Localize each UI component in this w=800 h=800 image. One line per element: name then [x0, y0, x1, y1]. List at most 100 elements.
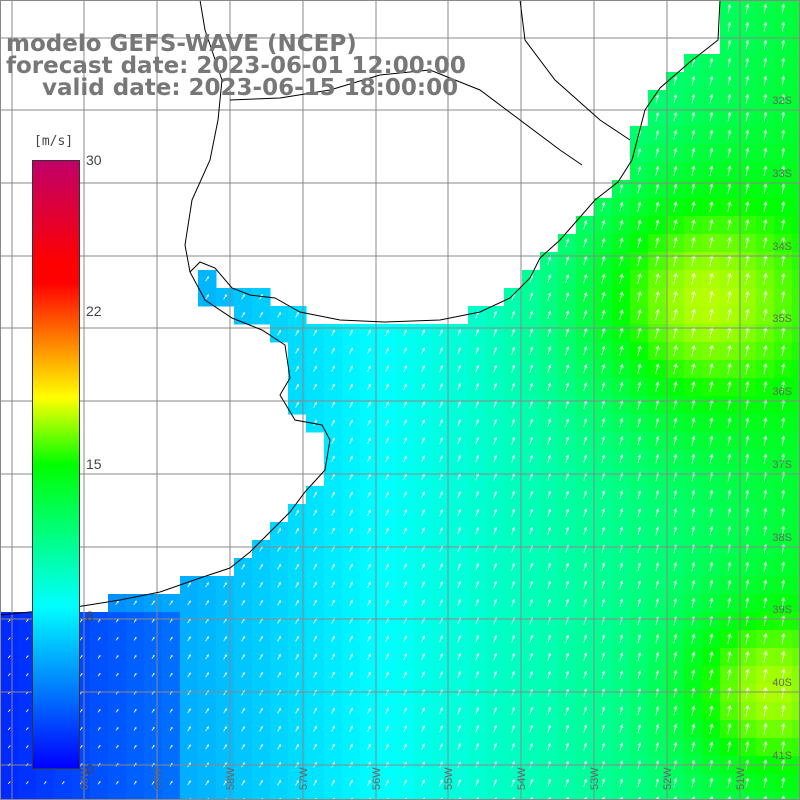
wind-arrow: [655, 580, 660, 590]
wind-arrow: [601, 742, 606, 752]
wind-arrow: [7, 781, 11, 785]
wind-cell: [792, 648, 800, 667]
wind-arrow: [763, 704, 768, 717]
wind-arrow: [655, 526, 660, 536]
wind-cell: [792, 702, 800, 721]
wind-arrow: [565, 364, 570, 374]
wind-arrow: [547, 706, 552, 715]
wind-arrow: [511, 454, 516, 463]
wind-arrow: [583, 634, 588, 643]
wind-arrow: [529, 580, 534, 589]
wind-arrow: [637, 273, 642, 285]
wind-arrow: [655, 165, 660, 176]
wind-arrow: [349, 527, 353, 534]
wind-arrow: [439, 689, 443, 697]
wind-arrow: [745, 165, 750, 176]
wind-arrow: [655, 687, 660, 698]
wind-arrow: [745, 183, 750, 194]
wind-arrow: [673, 201, 678, 212]
wind-cell: [612, 792, 631, 800]
wind-cell: [18, 792, 37, 800]
wind-cell: [90, 792, 109, 800]
wind-arrow: [763, 57, 768, 68]
wind-arrow: [79, 673, 83, 677]
wind-arrow: [673, 75, 678, 86]
wind-arrow: [583, 255, 588, 266]
wind-arrow: [763, 650, 768, 663]
wind-arrow: [259, 743, 263, 750]
wind-arrow: [727, 489, 732, 500]
wind-arrow: [133, 672, 137, 677]
wind-arrow: [655, 308, 660, 321]
wind-arrow: [475, 634, 479, 643]
wind-arrow: [349, 491, 353, 498]
wind-arrow: [565, 580, 570, 589]
wind-arrow: [709, 129, 714, 140]
wind-arrow: [277, 329, 281, 336]
wind-arrow: [493, 562, 497, 571]
wind-arrow: [727, 3, 732, 14]
wind-arrow: [349, 635, 353, 642]
wind-arrow: [385, 401, 389, 409]
wind-arrow: [493, 598, 497, 607]
wind-arrow: [403, 329, 407, 337]
wind-arrow: [763, 201, 768, 213]
wind-arrow: [511, 418, 516, 427]
wind-arrow: [511, 778, 515, 787]
wind-cell: [792, 594, 800, 613]
wind-arrow: [763, 632, 768, 645]
wind-arrow: [547, 490, 552, 499]
wind-arrow: [637, 309, 642, 321]
wind-arrow: [313, 527, 317, 534]
wind-arrow: [439, 347, 443, 355]
wind-arrow: [691, 183, 696, 194]
wind-arrow: [331, 329, 335, 336]
wind-arrow: [529, 598, 534, 607]
wind-arrow: [547, 778, 552, 787]
wind-arrow: [709, 723, 714, 734]
wind-arrow: [439, 437, 443, 445]
wind-arrow: [241, 725, 245, 732]
wind-arrow: [655, 272, 660, 285]
lat-label: 38S: [772, 532, 792, 544]
wind-arrow: [691, 633, 696, 644]
wind-arrow: [637, 670, 642, 680]
wind-arrow: [763, 399, 768, 411]
wind-arrow: [565, 436, 570, 445]
wind-arrow: [511, 634, 515, 643]
wind-arrow: [529, 670, 534, 679]
wind-arrow: [727, 93, 732, 104]
wind-arrow: [187, 780, 191, 786]
wind-arrow: [439, 419, 443, 427]
wind-arrow: [205, 276, 209, 282]
wind-cell: [792, 612, 800, 631]
wind-arrow: [583, 309, 588, 320]
wind-arrow: [511, 742, 515, 751]
wind-arrow: [79, 655, 83, 659]
wind-arrow: [727, 561, 732, 572]
wind-arrow: [601, 688, 606, 698]
wind-arrow: [637, 598, 642, 608]
wind-arrow: [439, 329, 443, 337]
wind-arrow: [673, 579, 678, 590]
wind-arrow: [457, 707, 461, 715]
wind-cell: [792, 774, 800, 793]
wind-arrow: [673, 795, 678, 800]
wind-arrow: [781, 21, 786, 32]
wind-cell: [792, 360, 800, 379]
wind-arrow: [385, 383, 389, 391]
wind-arrow: [601, 454, 606, 464]
wind-arrow: [385, 707, 389, 715]
wind-arrow: [637, 363, 642, 374]
wind-arrow: [439, 743, 443, 751]
wind-cell: [792, 468, 800, 487]
wind-arrow: [511, 346, 516, 355]
wind-arrow: [673, 111, 678, 122]
wind-arrow: [601, 237, 606, 248]
wind-arrow: [601, 345, 606, 356]
wind-arrow: [763, 686, 768, 699]
wind-arrow: [601, 201, 606, 212]
wind-arrow: [691, 705, 696, 716]
wind-arrow: [583, 688, 588, 697]
wind-arrow: [349, 329, 353, 336]
